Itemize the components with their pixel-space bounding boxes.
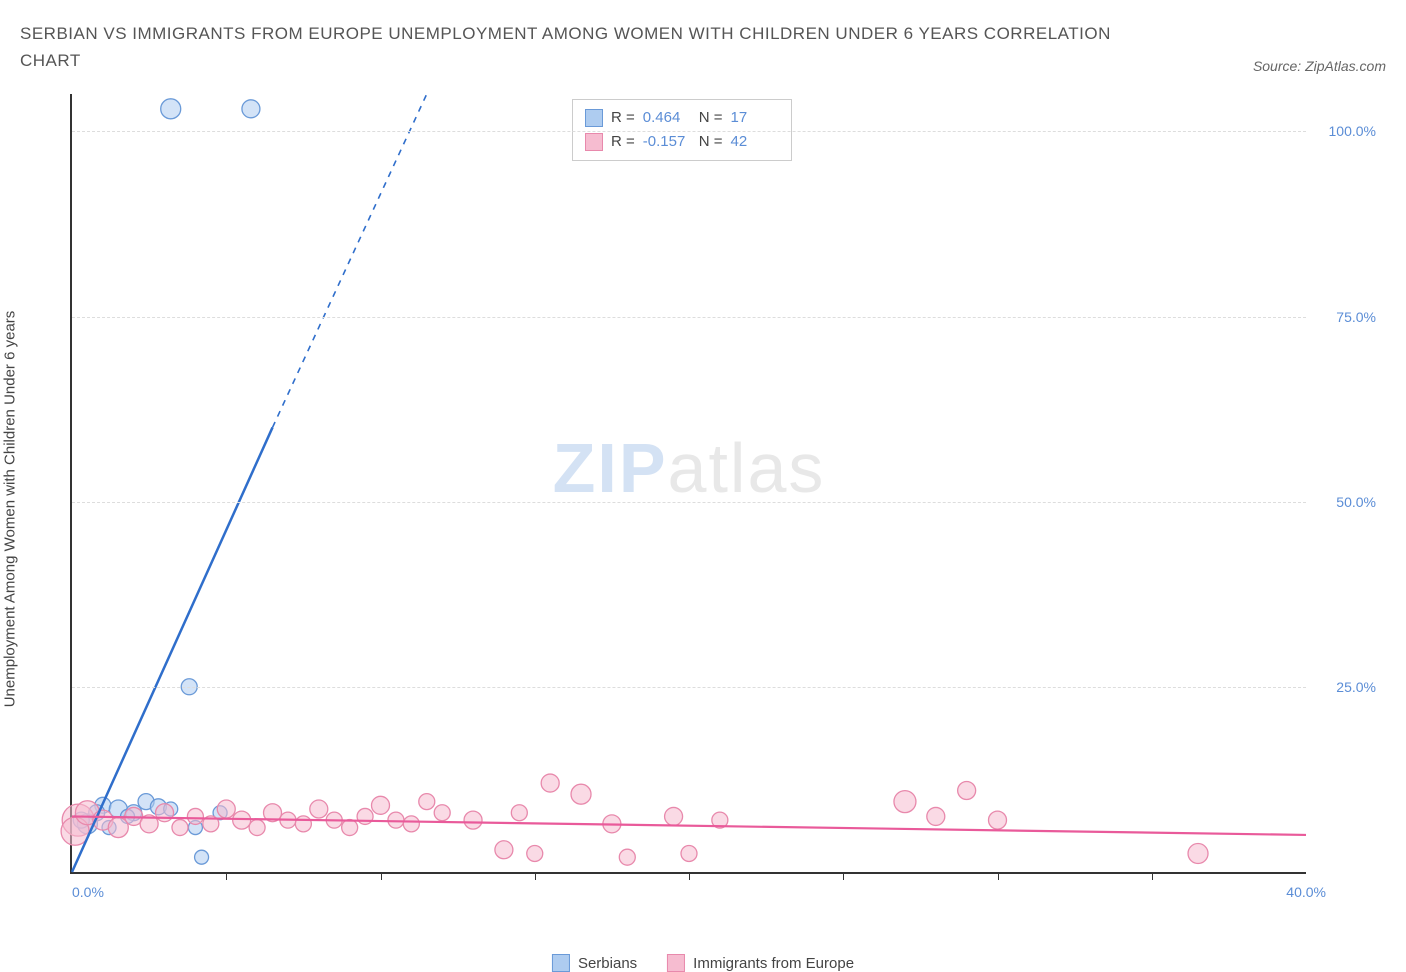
legend-label: Immigrants from Europe [693, 955, 854, 972]
data-point [419, 794, 435, 810]
stat-n-label: N = [699, 130, 723, 154]
chart-title: SERBIAN VS IMMIGRANTS FROM EUROPE UNEMPL… [20, 20, 1120, 74]
gridline [72, 317, 1306, 318]
legend-item: Immigrants from Europe [667, 954, 854, 972]
stats-box: R = 0.464 N = 17 R = -0.157 N = 42 [572, 99, 792, 161]
x-tick [226, 872, 227, 880]
data-point [958, 782, 976, 800]
data-point [894, 791, 916, 813]
data-point [242, 100, 260, 118]
stats-row: R = 0.464 N = 17 [585, 106, 779, 130]
stat-n-value: 42 [731, 130, 779, 154]
legend-swatch [585, 133, 603, 151]
data-point [187, 809, 203, 825]
data-point [1188, 844, 1208, 864]
stat-r-value: -0.157 [643, 130, 691, 154]
chart-container: Unemployment Among Women with Children U… [20, 84, 1386, 934]
data-point [295, 816, 311, 832]
legend-swatch [667, 954, 685, 972]
plot-area: ZIPatlas R =0.464N =17R =-0.157N =42 25.… [70, 94, 1306, 874]
data-point [527, 846, 543, 862]
legend-item: Serbians [552, 954, 637, 972]
data-point [403, 816, 419, 832]
data-point [161, 99, 181, 119]
y-tick-label: 50.0% [1336, 494, 1376, 510]
stat-n-label: N = [699, 106, 723, 130]
source-label: Source: ZipAtlas.com [1253, 58, 1386, 74]
data-point [434, 805, 450, 821]
x-tick [1152, 872, 1153, 880]
data-point [249, 820, 265, 836]
legend-label: Serbians [578, 955, 637, 972]
legend-swatch [552, 954, 570, 972]
legend-swatch [585, 109, 603, 127]
trend-line-dashed [273, 94, 427, 427]
data-point [495, 841, 513, 859]
y-tick-label: 100.0% [1329, 123, 1376, 139]
data-point [989, 812, 1007, 830]
data-point [511, 805, 527, 821]
x-tick [381, 872, 382, 880]
data-point [217, 800, 235, 818]
x-tick-label: 40.0% [1286, 884, 1326, 900]
gridline [72, 502, 1306, 503]
data-point [681, 846, 697, 862]
x-tick [998, 872, 999, 880]
data-point [342, 820, 358, 836]
data-point [464, 812, 482, 830]
y-tick-label: 75.0% [1336, 309, 1376, 325]
x-tick-label: 0.0% [72, 884, 104, 900]
x-tick [535, 872, 536, 880]
data-point [372, 797, 390, 815]
data-point [156, 804, 174, 822]
data-point [195, 851, 209, 865]
data-point [172, 820, 188, 836]
gridline [72, 687, 1306, 688]
data-point [665, 808, 683, 826]
stat-n-value: 17 [731, 106, 779, 130]
data-point [541, 774, 559, 792]
stats-row: R = -0.157 N = 42 [585, 130, 779, 154]
data-point [310, 800, 328, 818]
data-point [357, 809, 373, 825]
y-tick-label: 25.0% [1336, 679, 1376, 695]
x-tick [689, 872, 690, 880]
x-tick [843, 872, 844, 880]
data-point [927, 808, 945, 826]
data-point [571, 785, 591, 805]
data-point [619, 850, 635, 866]
stat-r-value: 0.464 [643, 106, 691, 130]
stat-r-label: R = [611, 130, 635, 154]
bottom-legend: Serbians Immigrants from Europe [552, 954, 854, 972]
plot-svg [72, 94, 1306, 872]
stat-r-label: R = [611, 106, 635, 130]
gridline [72, 131, 1306, 132]
y-axis-label: Unemployment Among Women with Children U… [2, 311, 19, 708]
